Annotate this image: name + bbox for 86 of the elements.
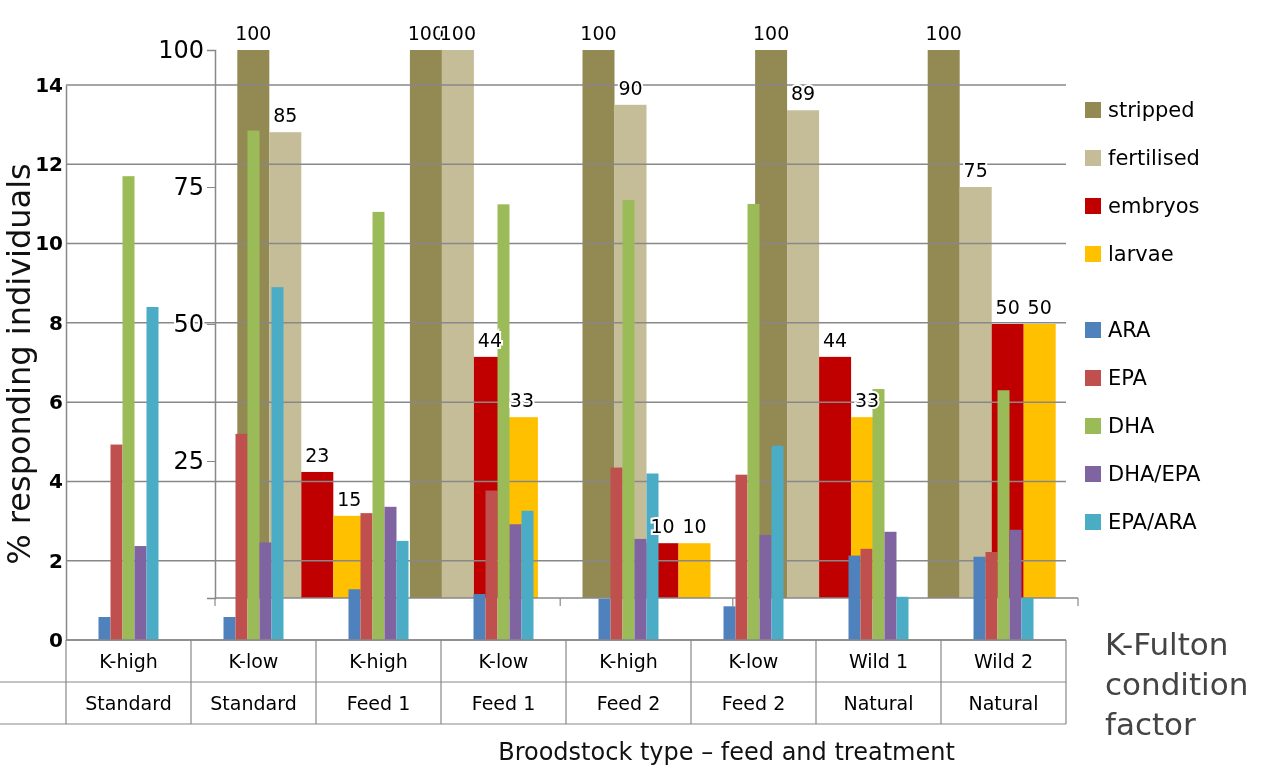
bar <box>582 50 615 598</box>
bar <box>819 356 852 598</box>
y-tick-label: 6 <box>49 390 63 415</box>
bar <box>110 444 123 640</box>
bar <box>973 556 986 640</box>
x-tick-label: Wild 1 Natural <box>843 650 914 714</box>
y-tick-label: 100 <box>158 36 204 65</box>
bar <box>441 50 474 598</box>
bar <box>122 176 135 640</box>
bar <box>409 50 442 598</box>
bar <box>787 110 820 598</box>
x-tick-label: Wild 2 Natural <box>968 650 1039 714</box>
bar <box>223 617 236 640</box>
data-label: 100 <box>925 22 962 44</box>
bar <box>896 596 909 640</box>
data-label: 100 <box>752 22 790 44</box>
data-label: 90 <box>618 76 643 99</box>
bar <box>98 617 111 640</box>
bar <box>771 445 784 640</box>
bar <box>372 211 385 640</box>
x-tick-label: K-low Feed 1 <box>471 650 536 714</box>
bar <box>723 606 736 640</box>
legend-label: larvae <box>1108 242 1174 266</box>
data-label: 23 <box>305 443 330 466</box>
data-label: 10 <box>682 515 707 538</box>
y-tick-label: 14 <box>35 72 63 97</box>
y-tick-label: 10 <box>35 231 63 256</box>
x-tick-label: K-high Standard <box>85 650 172 714</box>
bar <box>927 50 960 598</box>
data-label: 50 <box>1027 296 1052 318</box>
y-tick-label: 0 <box>49 627 63 652</box>
y-tick-label: 50 <box>173 310 204 339</box>
y-tick-label: 25 <box>173 447 204 476</box>
bar <box>598 598 611 640</box>
data-label: 33 <box>509 389 534 412</box>
bar <box>485 490 498 640</box>
bar <box>134 546 147 640</box>
bar <box>959 187 992 598</box>
y-axis-title: % responding individuals <box>0 163 38 565</box>
data-label: 100 <box>235 22 272 44</box>
x-tick-label: K-low Standard <box>210 650 297 714</box>
legend-label: fertilised <box>1108 146 1200 170</box>
data-label: 100 <box>580 22 617 44</box>
bar <box>396 540 409 640</box>
bar <box>860 548 873 640</box>
bar <box>235 433 248 640</box>
x-axis-title: Broodstock type – feed and treatment <box>498 738 955 766</box>
legend-label: EPA <box>1108 366 1148 390</box>
y-tick-label: 2 <box>49 548 63 573</box>
data-label: 85 <box>273 104 298 127</box>
bar <box>1009 529 1022 640</box>
data-label: 75 <box>963 159 988 181</box>
legend-label: EPA/ARA <box>1108 510 1198 534</box>
data-label: 15 <box>337 487 362 510</box>
x-tick-label: K-low Feed 2 <box>721 650 786 714</box>
bar <box>985 551 998 640</box>
legend-label: embryos <box>1108 194 1200 218</box>
data-label: 89 <box>791 82 816 105</box>
bar <box>301 471 334 598</box>
y-tick-label: 8 <box>49 310 63 335</box>
bar <box>384 506 397 640</box>
bar <box>509 524 522 640</box>
y-tick-label: 75 <box>173 173 204 202</box>
legend-label: DHA/EPA <box>1108 462 1201 486</box>
bar <box>678 543 711 598</box>
x-tick-label: K-high Feed 2 <box>596 650 661 714</box>
x-tick-label: K-high Feed 1 <box>346 650 411 714</box>
bar <box>1021 597 1034 640</box>
bar <box>848 555 861 640</box>
data-label: 44 <box>823 328 848 351</box>
legend-label: stripped <box>1108 98 1195 122</box>
y-tick-label: 12 <box>35 152 63 177</box>
bar <box>759 534 772 640</box>
legend-label: DHA <box>1108 414 1155 438</box>
y-tick-label: 4 <box>49 469 63 494</box>
bar <box>146 307 159 640</box>
bar <box>1023 324 1056 598</box>
bar <box>259 542 272 640</box>
legend-label: ARA <box>1108 318 1152 342</box>
y-axis-title: K-Fulton condition factor <box>1105 626 1249 742</box>
bar <box>884 531 897 640</box>
bar <box>473 594 486 640</box>
bar <box>348 589 361 640</box>
bar <box>610 467 623 640</box>
data-label: 50 <box>995 296 1020 318</box>
bar <box>735 474 748 640</box>
